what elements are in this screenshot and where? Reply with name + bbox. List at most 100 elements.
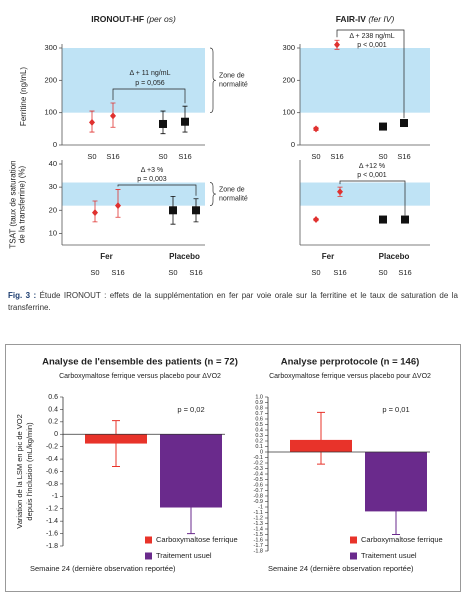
comparison-bracket <box>117 184 197 196</box>
marker <box>401 215 409 224</box>
y-tick-label: -0.1 <box>254 455 263 461</box>
legend-label: Carboxymaltose ferrique <box>156 535 238 544</box>
group-label: Placebo <box>169 252 200 261</box>
legend-swatch <box>350 536 357 544</box>
y-tick-label: -1.2 <box>254 515 263 521</box>
zone-brace <box>209 47 217 114</box>
y-axis-label: de la transferrine) (%) <box>18 165 27 243</box>
y-axis-label: depuis l'inclusion (mL/kg/min) <box>25 422 34 521</box>
y-axis-label: TSAT (taux de saturation <box>9 160 18 248</box>
y-tick-label: 0 <box>54 431 58 438</box>
legend-swatch <box>350 552 357 560</box>
marker <box>192 206 200 215</box>
y-tick-label: -1.5 <box>254 532 263 538</box>
y-axis-label: Ferritine (ng/mL) <box>19 67 28 126</box>
chart-subtitle: Carboxymaltose ferrique versus placebo p… <box>269 373 431 380</box>
bar <box>85 434 147 444</box>
y-tick-label: 0.6 <box>48 394 58 401</box>
y-tick-label: -0.8 <box>46 481 58 488</box>
legend-label: Carboxymaltose ferrique <box>361 535 443 544</box>
y-tick-label: -1.4 <box>46 518 58 525</box>
normal-zone <box>300 48 430 113</box>
y-tick-label: -0.7 <box>254 488 263 494</box>
p-value: p = 0,056 <box>135 80 164 87</box>
y-tick-label: 40 <box>49 159 57 168</box>
x-axis-label: Semaine 24 (dernière observation reporté… <box>268 564 414 573</box>
y-tick-label: 0.4 <box>255 427 263 433</box>
legend-swatch <box>145 536 152 544</box>
y-tick-label: -1.6 <box>254 537 263 543</box>
y-tick-label: 0 <box>53 140 57 149</box>
y-tick-label: -1 <box>52 493 58 500</box>
x-tick-label: S0 <box>168 268 177 277</box>
y-tick-label: -0.9 <box>254 499 263 505</box>
x-tick-label: S16 <box>398 268 411 277</box>
x-tick-label: S0 <box>87 152 96 161</box>
y-tick-label: -0.2 <box>254 460 263 466</box>
title-note: (per os) <box>146 14 175 24</box>
y-tick-label: 0.4 <box>48 406 58 413</box>
p-value: p < 0,001 <box>357 42 386 49</box>
y-tick-label: -1.7 <box>254 543 263 549</box>
group-label: Placebo <box>379 252 410 261</box>
x-tick-label: S16 <box>189 268 202 277</box>
x-tick-label: S0 <box>378 268 387 277</box>
x-tick-label: S0 <box>311 152 320 161</box>
legend-swatch <box>145 552 152 560</box>
panel-title: IRONOUT-HF (per os) <box>91 14 176 24</box>
chart-title: Analyse perprotocole (n = 146) <box>281 357 420 368</box>
y-tick-label: 0 <box>260 449 263 455</box>
y-tick-label: 100 <box>44 108 57 117</box>
delta-label: Δ + 11 ng/mL <box>130 70 171 77</box>
marker <box>92 209 98 217</box>
bar <box>160 434 222 508</box>
marker <box>334 41 340 49</box>
y-tick-label: -1.8 <box>254 548 263 554</box>
caption-text: Étude IRONOUT : effets de la supplémenta… <box>8 291 458 312</box>
y-tick-label: 0.9 <box>255 400 263 406</box>
y-tick-label: -1.8 <box>46 543 58 550</box>
marker <box>169 206 177 215</box>
y-tick-label: 300 <box>282 43 295 52</box>
y-tick-label: -0.6 <box>254 482 263 488</box>
marker <box>110 112 116 120</box>
x-tick-label: S16 <box>330 152 343 161</box>
y-tick-label: 200 <box>282 75 295 84</box>
y-tick-label: 10 <box>49 228 57 237</box>
y-tick-label: 0.5 <box>255 422 263 428</box>
bar <box>290 439 352 452</box>
y-tick-label: 0.3 <box>255 433 263 439</box>
x-tick-label: S0 <box>378 152 387 161</box>
normal-zone <box>300 182 430 206</box>
y-tick-label: 20 <box>49 205 57 214</box>
zone-label: normalité <box>219 82 248 89</box>
x-tick-label: S16 <box>397 152 410 161</box>
zone-label: normalité <box>219 195 248 202</box>
zone-label: Zone de <box>219 73 245 80</box>
p-value: p < 0,001 <box>357 172 386 179</box>
y-tick-label: 30 <box>49 182 57 191</box>
y-tick-label: -1.2 <box>46 506 58 513</box>
y-tick-label: 0.2 <box>48 419 58 426</box>
y-axis-label: Variation de la LSM en pic de VO2 <box>15 414 24 529</box>
y-tick-label: -1 <box>258 504 263 510</box>
figure-frame <box>5 344 461 592</box>
x-tick-label: S16 <box>111 268 124 277</box>
marker <box>379 215 387 224</box>
zone-brace <box>209 182 217 207</box>
y-tick-label: -0.6 <box>46 468 58 475</box>
x-tick-label: S0 <box>90 268 99 277</box>
delta-label: Δ +3 % <box>141 167 163 174</box>
comparison-bracket <box>336 29 405 119</box>
title-note: (fer IV) <box>368 14 394 24</box>
x-tick-label: S0 <box>311 268 320 277</box>
y-tick-label: -1.6 <box>46 530 58 537</box>
delta-label: Δ +12 % <box>359 163 385 170</box>
y-tick-label: -0.8 <box>254 493 263 499</box>
normal-zone <box>62 48 205 113</box>
marker <box>313 125 319 133</box>
legend-label: Traitement usuel <box>361 551 417 560</box>
x-tick-label: S0 <box>158 152 167 161</box>
